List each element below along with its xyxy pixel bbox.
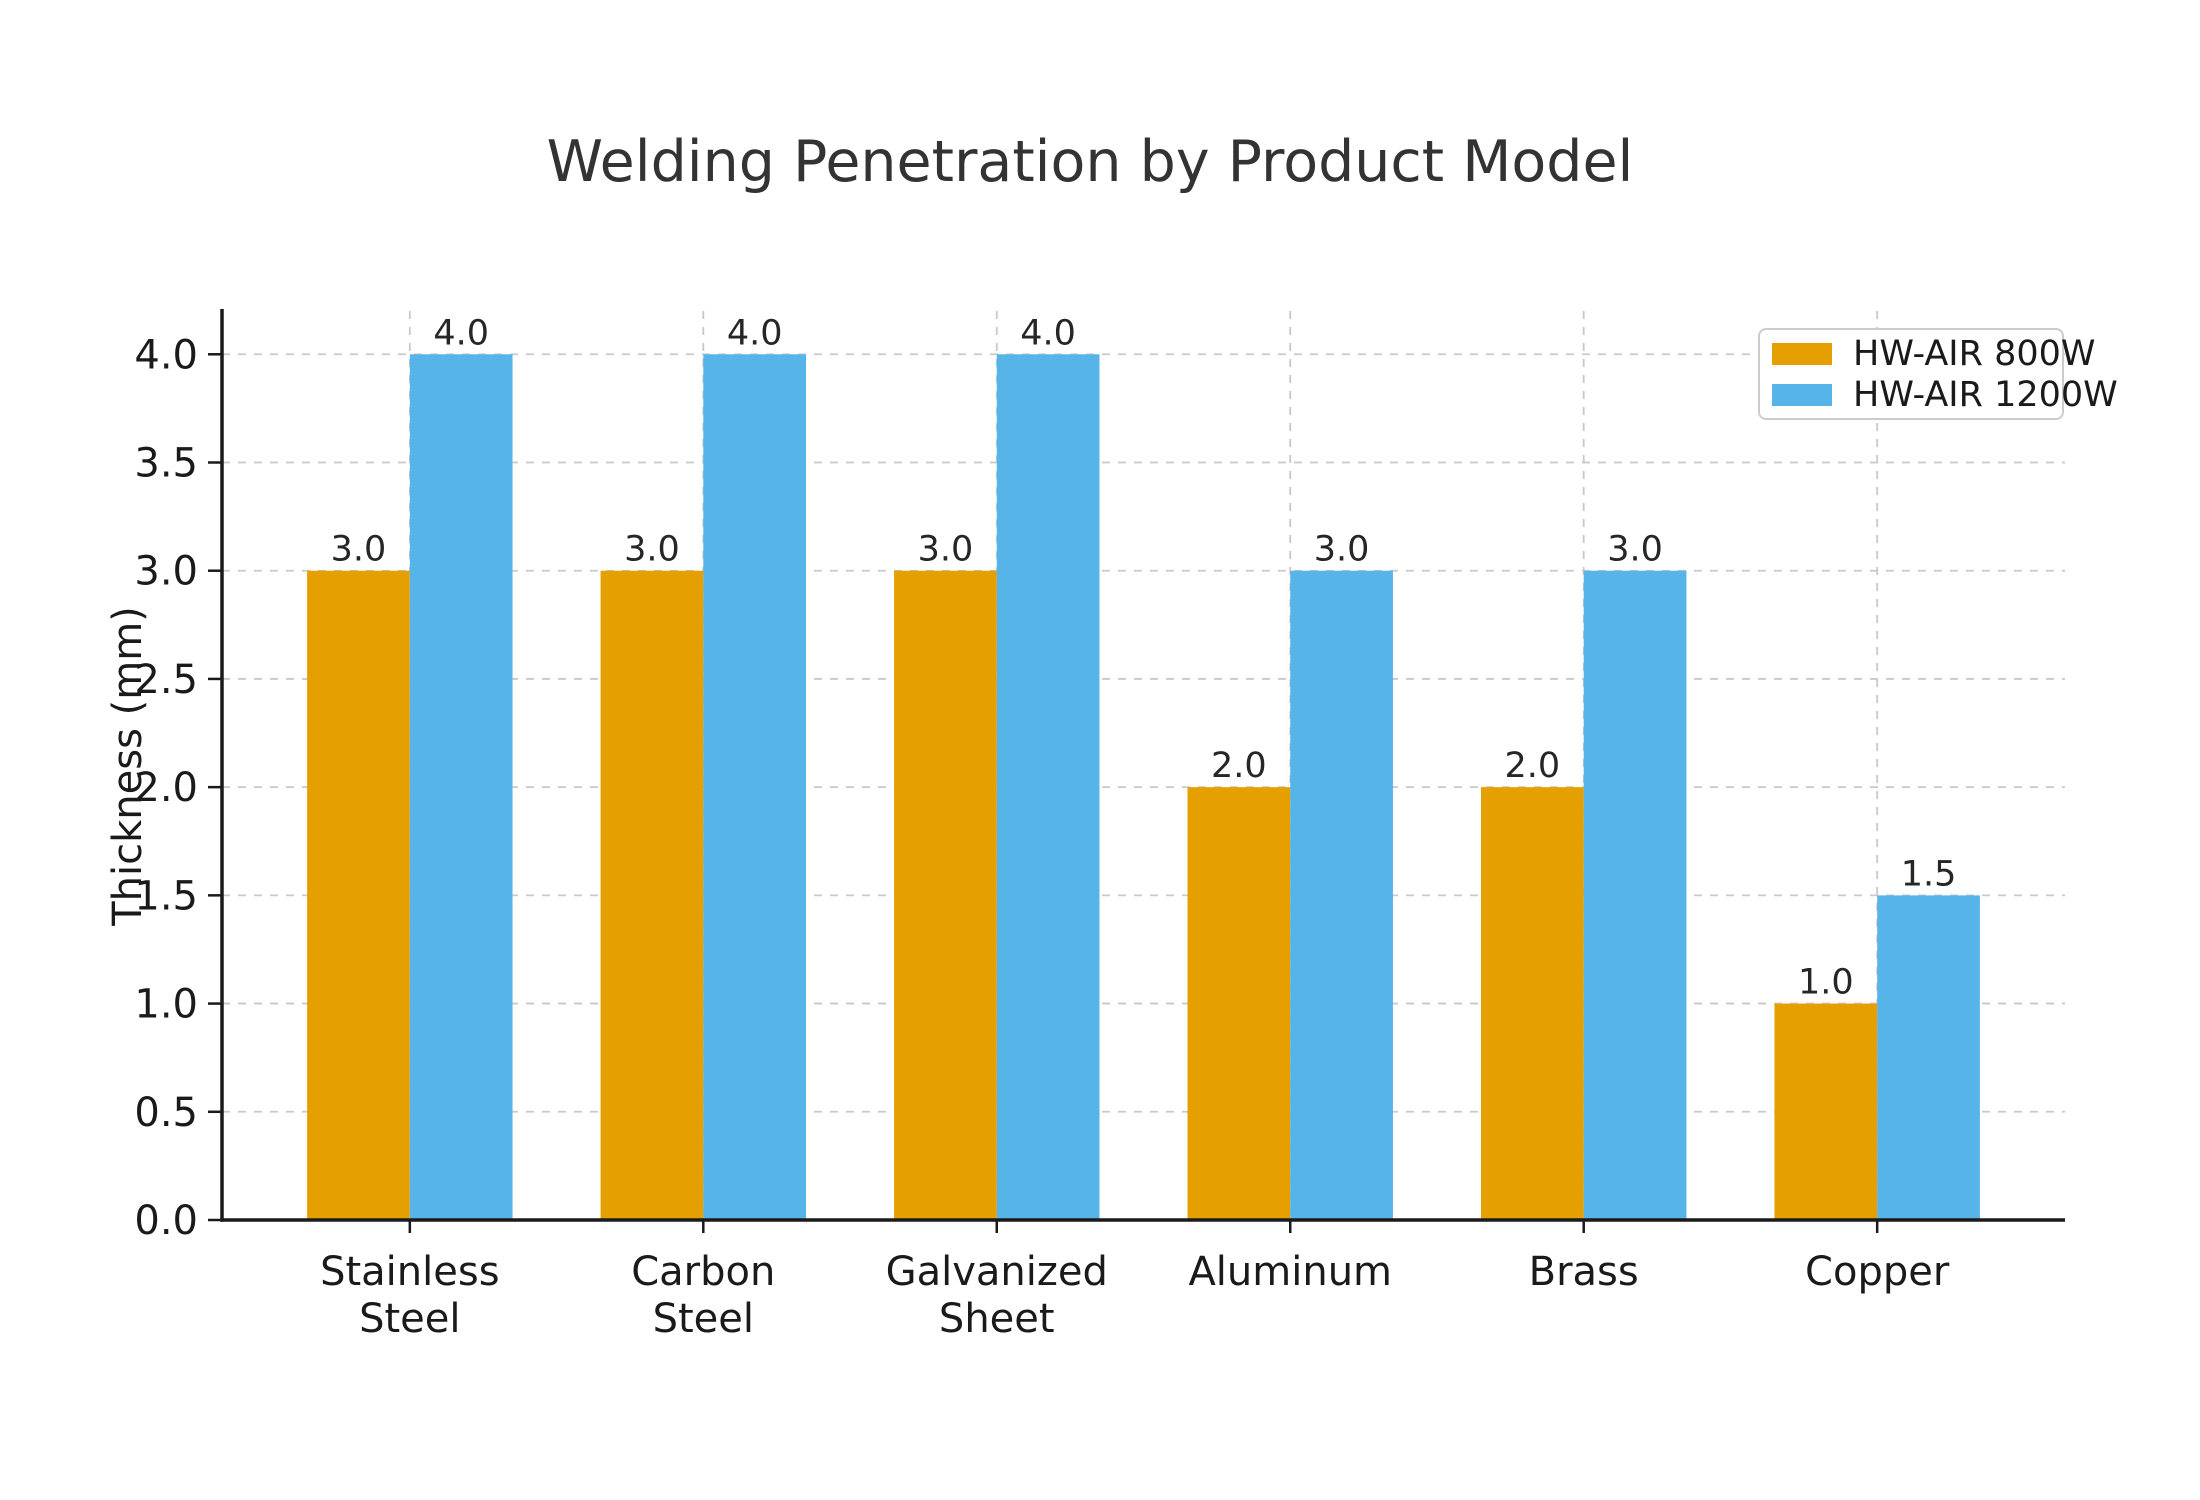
bar-hw-air-1200w-brass xyxy=(1583,570,1687,1220)
x-tick-label-galvanized-sheet-line2: Sheet xyxy=(939,1296,1055,1342)
legend-swatch-1200w xyxy=(1772,383,1832,406)
bar-hw-air-800w-carbon-steel xyxy=(600,570,704,1220)
value-label-hw-air-1200w-copper: 1.5 xyxy=(1901,854,1957,894)
bar-hw-air-800w-stainless-steel xyxy=(307,570,410,1220)
y-tick-label-1.5: 1.5 xyxy=(134,873,198,919)
legend-label-800w: HW-AIR 800W xyxy=(1853,333,2096,374)
bar-hw-air-1200w-aluminum xyxy=(1290,570,1393,1220)
x-tick-label-carbon-steel-line2: Steel xyxy=(653,1296,754,1342)
value-label-hw-air-800w-aluminum: 2.0 xyxy=(1211,746,1267,786)
chart-title: Welding Penetration by Product Model xyxy=(546,129,1634,195)
y-tick-label-3.5: 3.5 xyxy=(134,441,198,487)
y-tick-label-1.0: 1.0 xyxy=(134,982,198,1028)
value-label-hw-air-1200w-galvanized-sheet: 4.0 xyxy=(1020,313,1076,353)
x-tick-label-brass-line1: Brass xyxy=(1529,1249,1639,1295)
legend: HW-AIR 800W HW-AIR 1200W xyxy=(1758,328,2118,420)
legend-row-1200w: HW-AIR 1200W xyxy=(1772,374,2118,415)
bar-hw-air-800w-aluminum xyxy=(1187,787,1291,1220)
x-tick-label-carbon-steel-line1: Carbon xyxy=(631,1249,775,1295)
bar-hw-air-1200w-copper xyxy=(1877,895,1980,1220)
x-tick-label-stainless-steel-line2: Steel xyxy=(359,1296,460,1342)
y-tick-label-0.0: 0.0 xyxy=(134,1198,198,1244)
y-tick-label-4.0: 4.0 xyxy=(134,332,198,378)
y-tick-label-3.0: 3.0 xyxy=(134,549,198,595)
value-label-hw-air-800w-stainless-steel: 3.0 xyxy=(331,530,387,570)
value-label-hw-air-800w-copper: 1.0 xyxy=(1798,963,1854,1003)
bar-hw-air-800w-brass xyxy=(1480,787,1584,1220)
y-tick-label-0.5: 0.5 xyxy=(134,1090,198,1136)
legend-row-800w: HW-AIR 800W xyxy=(1772,333,2096,374)
bar-hw-air-800w-galvanized-sheet xyxy=(894,570,997,1220)
legend-label-1200w: HW-AIR 1200W xyxy=(1853,374,2118,415)
bar-hw-air-1200w-carbon-steel xyxy=(703,354,807,1220)
y-tick-label-2.0: 2.0 xyxy=(134,765,198,811)
bar-hw-air-1200w-stainless-steel xyxy=(409,354,513,1220)
value-label-hw-air-800w-carbon-steel: 3.0 xyxy=(624,530,680,570)
value-label-hw-air-1200w-carbon-steel: 4.0 xyxy=(727,313,783,353)
value-label-hw-air-1200w-stainless-steel: 4.0 xyxy=(433,313,489,353)
x-tick-label-galvanized-sheet-line1: Galvanized xyxy=(886,1249,1108,1295)
value-label-hw-air-1200w-brass: 3.0 xyxy=(1607,530,1663,570)
x-tick-label-copper-line1: Copper xyxy=(1805,1249,1950,1295)
value-label-hw-air-1200w-aluminum: 3.0 xyxy=(1314,530,1370,570)
value-label-hw-air-800w-brass: 2.0 xyxy=(1505,746,1561,786)
bar-hw-air-800w-copper xyxy=(1774,1003,1878,1220)
x-tick-label-stainless-steel-line1: Stainless xyxy=(320,1249,499,1295)
bar-hw-air-1200w-galvanized-sheet xyxy=(996,354,1100,1220)
legend-swatch-800w xyxy=(1772,342,1832,365)
x-tick-label-aluminum-line1: Aluminum xyxy=(1188,1249,1392,1295)
y-tick-label-2.5: 2.5 xyxy=(134,657,198,703)
value-label-hw-air-800w-galvanized-sheet: 3.0 xyxy=(918,530,974,570)
